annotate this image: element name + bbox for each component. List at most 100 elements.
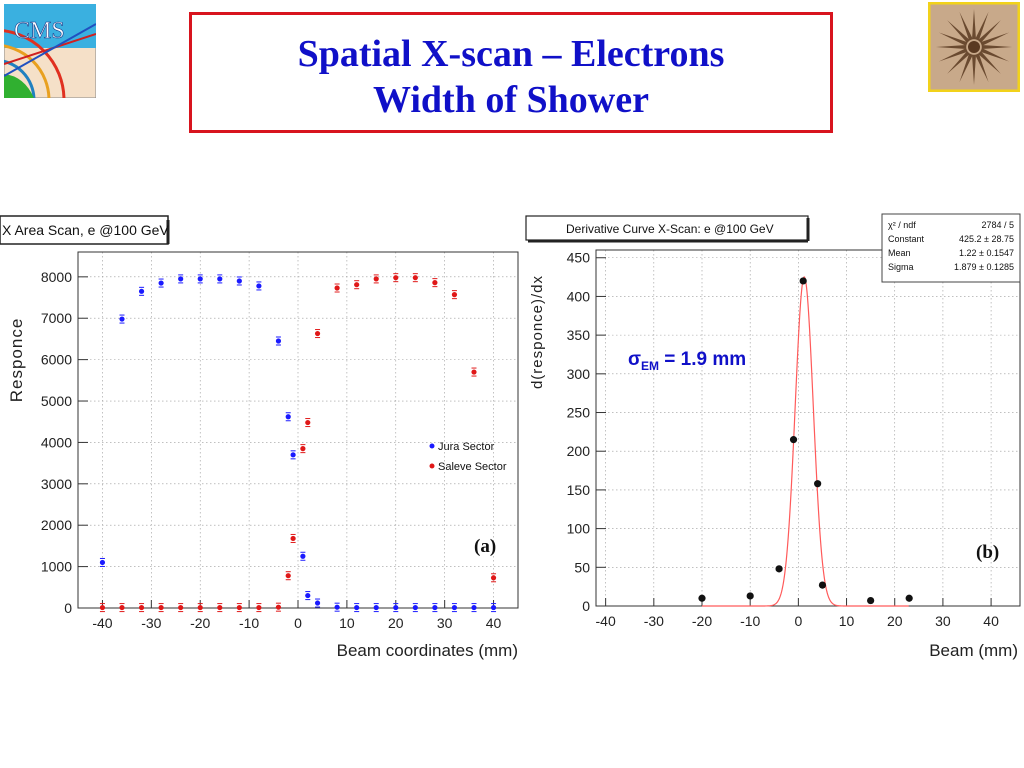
cms-logo-icon: CMS bbox=[4, 4, 96, 98]
x-tick-label: -30 bbox=[141, 615, 161, 631]
sun-ray bbox=[981, 45, 1012, 49]
y-tick-label: 350 bbox=[567, 327, 591, 343]
stats-row-label: Mean bbox=[888, 248, 911, 258]
slide-title-box: Spatial X-scan – Electrons Width of Show… bbox=[189, 12, 833, 133]
sun-ray bbox=[980, 32, 1010, 46]
sun-ray bbox=[978, 51, 1001, 74]
jura-sector-point bbox=[412, 604, 418, 611]
chart-b-gaussian-fit-curve bbox=[702, 276, 909, 607]
saleve-sector-point bbox=[197, 604, 203, 611]
saleve-sector-point bbox=[256, 604, 262, 611]
saleve-sector-point bbox=[178, 604, 184, 611]
derivative-point bbox=[746, 592, 754, 600]
jura-sector-point bbox=[99, 559, 106, 566]
y-tick-label: 150 bbox=[567, 482, 591, 498]
y-tick-label: 450 bbox=[567, 250, 591, 266]
jura-sector-point bbox=[197, 276, 203, 282]
jura-sector-point bbox=[393, 604, 399, 611]
jura-sector-point bbox=[432, 604, 438, 611]
sun-ray bbox=[938, 32, 968, 46]
x-tick-label: 40 bbox=[983, 613, 999, 629]
sun-ray bbox=[975, 53, 989, 83]
y-tick-label: 50 bbox=[574, 559, 590, 575]
saleve-sector-point bbox=[490, 575, 497, 581]
chart-a-xlabel: Beam coordinates (mm) bbox=[337, 641, 518, 660]
chart-b-xlabel: Beam (mm) bbox=[929, 641, 1018, 660]
saleve-sector-point bbox=[373, 276, 379, 282]
x-tick-label: 40 bbox=[486, 615, 502, 631]
sun-ray bbox=[936, 45, 967, 49]
saleve-sector-point bbox=[451, 292, 458, 298]
x-tick-label: -20 bbox=[190, 615, 210, 631]
y-tick-label: 250 bbox=[567, 405, 591, 421]
stats-row-value: 1.22 ± 0.1547 bbox=[959, 248, 1014, 258]
derivative-point bbox=[799, 277, 807, 285]
saleve-sector-point bbox=[305, 419, 311, 426]
saleve-sector-point bbox=[300, 446, 306, 452]
saleve-sector-point bbox=[217, 604, 223, 611]
jura-sector-point bbox=[490, 604, 497, 611]
legend-saleve-marker bbox=[429, 463, 435, 469]
derivative-point bbox=[698, 594, 706, 602]
y-tick-label: 200 bbox=[567, 443, 591, 459]
sun-ray bbox=[972, 9, 976, 40]
saleve-sector-point bbox=[285, 573, 291, 579]
legend-saleve-label: Saleve Sector bbox=[438, 461, 507, 473]
saleve-sector-point bbox=[119, 604, 125, 611]
sun-ray bbox=[980, 48, 1010, 62]
saleve-sector-point bbox=[393, 275, 399, 281]
vergina-sun-logo-icon bbox=[928, 2, 1020, 92]
stats-row-label: Sigma bbox=[888, 262, 914, 272]
saleve-sector-point bbox=[334, 285, 340, 291]
chart-b-stats-box: χ² / ndf 2784 / 5 Constant 425.2 ± 28.75 Mea… bbox=[881, 213, 1021, 283]
chart-b-ylabel: d(responce)/dx bbox=[529, 275, 546, 389]
sigma-value: = 1.9 mm bbox=[659, 349, 746, 370]
x-tick-label: 20 bbox=[388, 615, 404, 631]
derivative-point bbox=[905, 594, 913, 602]
chart-b-sigma-annotation: σEM = 1.9 mm bbox=[628, 349, 746, 373]
stats-row-value: 2784 / 5 bbox=[981, 220, 1014, 230]
stats-row-label: Constant bbox=[888, 234, 925, 244]
chart-a-ylabel: Responce bbox=[7, 318, 26, 403]
saleve-sector-point bbox=[275, 604, 282, 610]
jura-sector-point bbox=[373, 604, 379, 611]
saleve-sector-point bbox=[99, 604, 106, 611]
x-tick-label: -10 bbox=[740, 613, 760, 629]
x-tick-label: -40 bbox=[596, 613, 616, 629]
legend-jura-marker bbox=[429, 443, 435, 449]
x-tick-label: 10 bbox=[339, 615, 355, 631]
sun-ray bbox=[947, 20, 970, 43]
sigma-symbol: σ bbox=[628, 349, 641, 370]
slide-title-line-2: Width of Shower bbox=[373, 79, 649, 121]
saleve-sector-point bbox=[314, 330, 321, 337]
stats-row-value: 425.2 ± 28.75 bbox=[959, 234, 1014, 244]
y-tick-label: 3000 bbox=[41, 476, 72, 492]
jura-sector-point bbox=[236, 278, 242, 284]
y-tick-label: 0 bbox=[64, 600, 72, 616]
x-tick-label: -10 bbox=[239, 615, 259, 631]
stats-row-label: χ² / ndf bbox=[888, 220, 916, 230]
y-tick-label: 8000 bbox=[41, 269, 72, 285]
saleve-sector-point bbox=[158, 604, 164, 611]
sun-ray bbox=[947, 51, 970, 74]
x-tick-label: 0 bbox=[794, 613, 802, 629]
y-tick-label: 400 bbox=[567, 288, 591, 304]
jura-sector-point bbox=[334, 604, 340, 610]
legend-jura-label: Jura Sector bbox=[438, 441, 495, 453]
slide-title-line-1: Spatial X-scan – Electrons bbox=[297, 33, 725, 75]
jura-sector-point bbox=[471, 604, 477, 611]
saleve-sector-point bbox=[290, 535, 296, 542]
chart-b-plot-frame bbox=[595, 249, 1021, 607]
jura-sector-point bbox=[158, 280, 164, 286]
sigma-subscript: EM bbox=[641, 359, 659, 373]
y-tick-label: 0 bbox=[582, 598, 590, 614]
x-tick-label: 0 bbox=[294, 615, 302, 631]
chart-a-legend: Jura Sector Saleve Sector bbox=[429, 441, 507, 473]
x-tick-label: 20 bbox=[887, 613, 903, 629]
y-tick-label: 4000 bbox=[41, 434, 72, 450]
derivative-point bbox=[789, 436, 798, 444]
chart-a-response-scan: X Area Scan, e @100 GeV -40 -30 -20 -10 0 10 2… bbox=[0, 215, 519, 660]
x-tick-label: -40 bbox=[92, 615, 112, 631]
jura-sector-point bbox=[354, 604, 360, 611]
jura-sector-point bbox=[256, 283, 262, 289]
